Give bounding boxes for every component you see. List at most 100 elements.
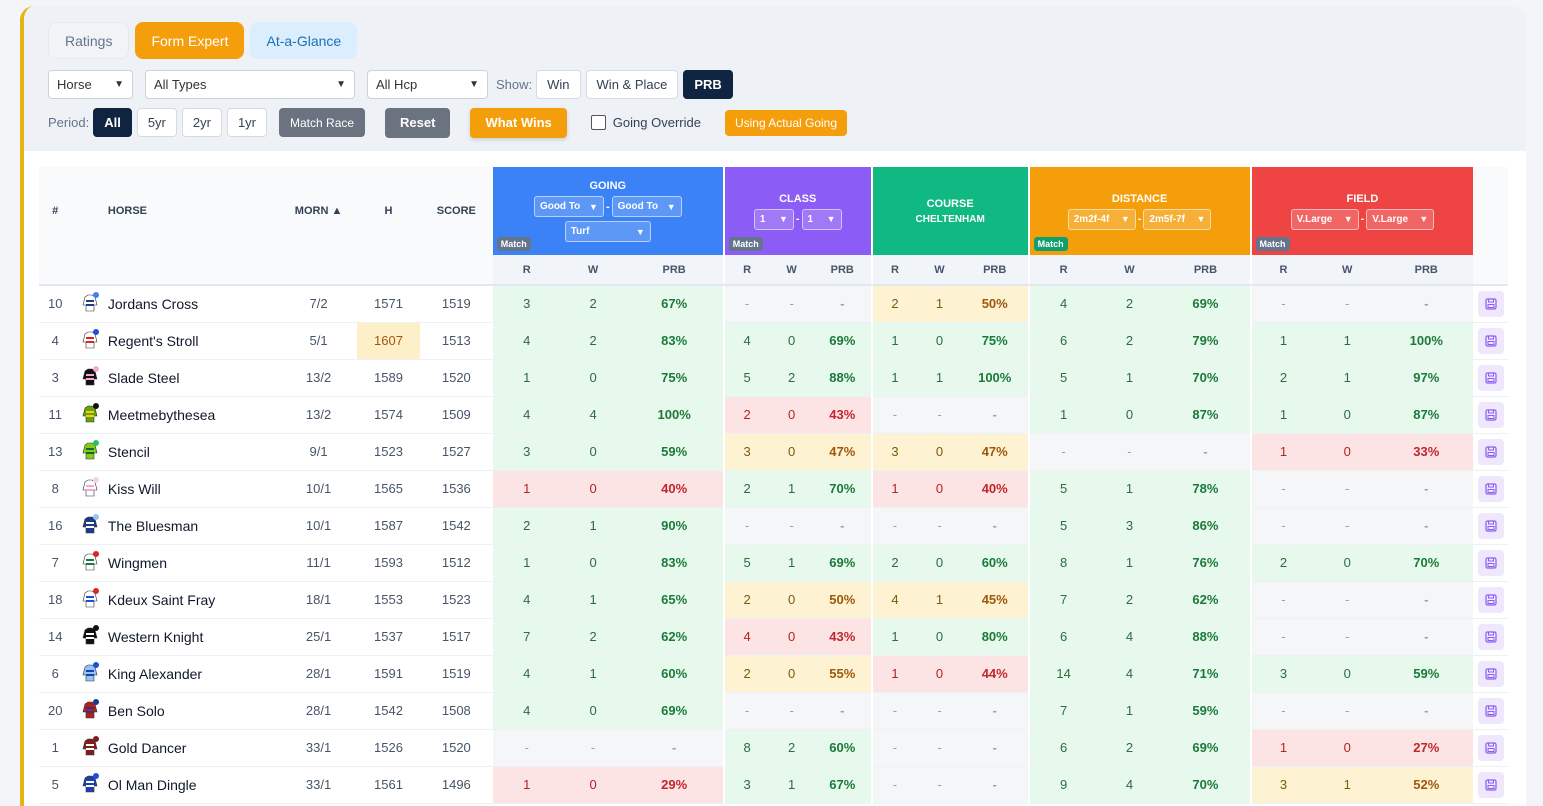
horse-name[interactable]: Wingmen	[107, 544, 281, 582]
table-row[interactable]: 1 Gold Dancer 33/1 1526 1520- - -8 2 60% - - -6 2 69%…	[39, 729, 1508, 767]
field-match-tag[interactable]: Match	[1255, 237, 1290, 251]
reset-button[interactable]: Reset	[385, 107, 451, 138]
horse-name[interactable]: Ben Solo	[107, 692, 281, 730]
race-type-select[interactable]: Horse ▼	[48, 70, 133, 99]
save-icon[interactable]	[1477, 512, 1504, 539]
surface-select[interactable]: Turf ▼	[564, 221, 651, 242]
col-h[interactable]: H	[357, 167, 420, 255]
show-win-place-button[interactable]: Win & Place	[585, 70, 679, 99]
field-prb: -	[1379, 618, 1474, 656]
going-to-select[interactable]: Good To ▼	[611, 196, 682, 217]
table-row[interactable]: 14 Western Knight 25/1 1537 1517 7 2 62% 4 0 43% 1 0…	[39, 618, 1508, 656]
distance-from-select[interactable]: 2m2f-4f ▼	[1067, 208, 1136, 230]
hcp-select[interactable]: All Hcp ▼	[367, 70, 488, 99]
match-race-button[interactable]: Match Race	[279, 108, 366, 137]
save-icon[interactable]	[1477, 475, 1504, 502]
row-number: 13	[39, 433, 72, 471]
going-runs: 1	[492, 359, 561, 397]
distance-wins: 1	[1097, 359, 1162, 397]
save-icon[interactable]	[1477, 290, 1504, 317]
range-dash: -	[1360, 213, 1365, 225]
horse-name[interactable]: Gold Dancer	[107, 729, 281, 767]
period-1yr-button[interactable]: 1yr	[226, 108, 268, 137]
save-icon[interactable]	[1477, 771, 1504, 798]
horse-name[interactable]: Slade Steel	[107, 359, 281, 397]
save-icon[interactable]	[1477, 327, 1504, 354]
save-icon[interactable]	[1477, 401, 1504, 428]
tab-form-expert[interactable]: Form Expert	[135, 22, 245, 59]
row-action	[1473, 692, 1508, 730]
save-icon[interactable]	[1477, 364, 1504, 391]
types-select[interactable]: All Types ▼	[145, 70, 355, 99]
class-from-value: 1	[759, 213, 766, 225]
field-to-select[interactable]: V.Large ▼	[1366, 208, 1435, 230]
tab-at-a-glance[interactable]: At-a-Glance	[250, 22, 358, 59]
class-prb: 47%	[813, 433, 872, 471]
field-wins: -	[1315, 692, 1380, 730]
distance-runs: -	[1027, 433, 1098, 471]
horse-name[interactable]: Meetmebythesea	[107, 396, 281, 434]
show-prb-button[interactable]: PRB	[683, 70, 733, 99]
save-icon[interactable]	[1477, 623, 1504, 650]
show-win-button[interactable]: Win	[536, 70, 581, 99]
horse-name[interactable]: Kdeux Saint Fray	[107, 581, 281, 619]
period-5yr-button[interactable]: 5yr	[136, 108, 177, 137]
horse-name[interactable]: Stencil	[107, 433, 281, 471]
field-prb: 52%	[1379, 766, 1474, 804]
distance-to-select[interactable]: 2m5f-7f ▼	[1143, 208, 1212, 230]
table-row[interactable]: 16 The Bluesman 10/1 1587 1542 2 1 90% - - - - - -5 3 8…	[39, 507, 1508, 545]
table-row[interactable]: 18 Kdeux Saint Fray 18/1 1553 1523 4 1 65% 2 0 50%…	[39, 581, 1508, 619]
col-morn[interactable]: MORN ▲	[280, 167, 358, 255]
going-override-checkbox[interactable]	[590, 115, 606, 130]
field-r-header: R	[1249, 255, 1316, 286]
field-runs: 3	[1249, 766, 1316, 804]
class-to-select[interactable]: 1 ▼	[801, 208, 842, 230]
course-prb: 40%	[961, 470, 1029, 508]
going-from-select[interactable]: Good To ▼	[533, 196, 604, 217]
table-row[interactable]: 7 Wingmen 11/1 1593 1512 1 0 83% 5 1 69% 2 0 60% 8 1 76%…	[39, 544, 1508, 582]
table-row[interactable]: 20 Ben Solo 28/1 1542 1508 4 0 69% - - - - - -7 1 59% - -…	[39, 692, 1508, 730]
save-icon[interactable]	[1477, 586, 1504, 613]
table-row[interactable]: 4 Regent's Stroll 5/1 1607 1513 4 2 83% 4 0 69% 1 0 7…	[39, 322, 1508, 360]
col-score[interactable]: SCORE	[419, 167, 493, 255]
period-all-button[interactable]: All	[93, 108, 132, 137]
what-wins-button[interactable]: What Wins	[470, 107, 567, 138]
row-action	[1473, 655, 1508, 693]
tab-ratings[interactable]: Ratings	[48, 22, 130, 59]
class-from-select[interactable]: 1 ▼	[753, 208, 794, 230]
table-row[interactable]: 6 King Alexander 28/1 1591 1519 4 1 60% 2 0 55% 1 0 4…	[39, 655, 1508, 693]
table-row[interactable]: 5 Ol Man Dingle 33/1 1561 1496 1 0 29% 3 1 67% - - -9…	[39, 766, 1508, 804]
horse-name[interactable]: Regent's Stroll	[107, 322, 281, 360]
horse-name[interactable]: Ol Man Dingle	[107, 766, 281, 804]
horse-name[interactable]: The Bluesman	[107, 507, 281, 545]
distance-match-tag[interactable]: Match	[1033, 237, 1068, 251]
horse-name[interactable]: Kiss Will	[107, 470, 281, 508]
table-row[interactable]: 3 Slade Steel 13/2 1589 1520 1 0 75% 5 2 88% 1 1 100%…	[39, 359, 1508, 397]
save-icon[interactable]	[1477, 549, 1504, 576]
field-prb: 97%	[1379, 359, 1474, 397]
horse-name[interactable]: Western Knight	[107, 618, 281, 656]
going-runs: 3	[492, 285, 561, 323]
course-runs: 1	[870, 322, 918, 360]
save-icon[interactable]	[1477, 438, 1504, 465]
table-row[interactable]: 11 Meetmebythesea 13/2 1574 1509 4 4 100% 2 0 43% -…	[39, 396, 1508, 434]
class-wins: 0	[769, 322, 814, 360]
distance-runs: 4	[1027, 285, 1098, 323]
period-2yr-button[interactable]: 2yr	[181, 108, 222, 137]
table-row[interactable]: 13 Stencil 9/1 1523 1527 3 0 59% 3 0 47% 3 0 47% - - -1 0…	[39, 433, 1508, 471]
silk-icon	[71, 285, 108, 323]
table-row[interactable]: 10 Jordans Cross 7/2 1571 1519 3 2 67% - - -2 1 50% 4…	[39, 285, 1508, 323]
horse-name[interactable]: King Alexander	[107, 655, 281, 693]
going-wins: 2	[560, 285, 626, 323]
save-icon[interactable]	[1477, 697, 1504, 724]
table-row[interactable]: 8 Kiss Will 10/1 1565 1536 1 0 40% 2 1 70% 1 0 40% 5 1 7…	[39, 470, 1508, 508]
using-actual-going-badge[interactable]: Using Actual Going	[724, 109, 848, 136]
form-table-wrap: # HORSE MORN ▲ H SCORE GOING Good To ▼ - …	[39, 167, 1508, 804]
going-match-tag[interactable]: Match	[496, 237, 531, 251]
horse-name[interactable]: Jordans Cross	[107, 285, 281, 323]
class-match-tag[interactable]: Match	[728, 237, 763, 251]
save-icon[interactable]	[1477, 660, 1504, 687]
field-from-select[interactable]: V.Large ▼	[1290, 208, 1359, 230]
h-rating: 1607	[357, 322, 420, 360]
save-icon[interactable]	[1477, 734, 1504, 761]
